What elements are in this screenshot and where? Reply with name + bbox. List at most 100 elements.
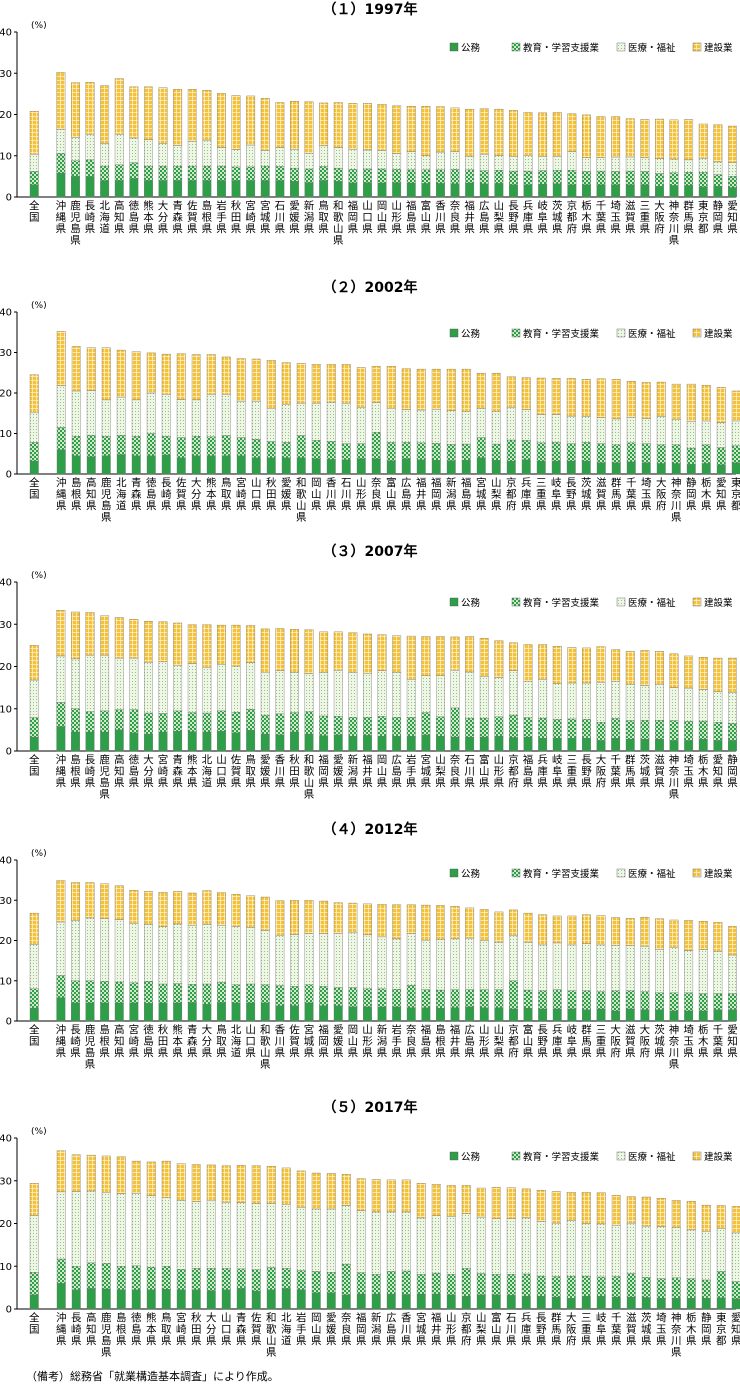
bar-segment xyxy=(479,638,489,677)
bar-segment xyxy=(611,945,621,991)
bar-segment xyxy=(684,920,694,951)
category-label: 徳島県 xyxy=(129,199,140,235)
bar-segment xyxy=(86,1262,96,1289)
bar-segment xyxy=(406,717,416,737)
bar-segment xyxy=(114,709,124,731)
bar-segment xyxy=(596,1008,606,1022)
bar-segment xyxy=(129,709,139,734)
bar-segment xyxy=(552,719,562,739)
bar-segment xyxy=(465,169,475,184)
bar-segment xyxy=(386,408,396,443)
bar-segment xyxy=(506,1295,516,1310)
bar-segment xyxy=(479,153,489,171)
bar-segment xyxy=(446,1294,456,1310)
bar-segment xyxy=(236,455,246,475)
bar-segment xyxy=(363,633,372,674)
bar-segment xyxy=(275,628,285,671)
legend-swatch xyxy=(511,1151,521,1161)
category-label: 静岡県 xyxy=(701,1311,712,1347)
bar-segment xyxy=(71,160,80,177)
bar-segment xyxy=(461,368,471,412)
bar-segment xyxy=(275,147,285,167)
bar-segment xyxy=(333,902,343,934)
bar-segment xyxy=(86,390,96,436)
bar-segment xyxy=(86,434,96,457)
bar-segment xyxy=(56,427,66,450)
category-label: 和歌山県 xyxy=(296,477,307,524)
bar-segment xyxy=(655,719,664,740)
bar-segment xyxy=(641,382,651,419)
legend-swatch xyxy=(511,42,521,52)
bar-segment xyxy=(231,95,241,150)
category-label: 愛媛県 xyxy=(333,753,344,789)
bar-segment xyxy=(206,436,216,456)
bar-segment xyxy=(101,1192,111,1264)
category-label: 大阪府 xyxy=(640,1023,651,1059)
bar-segment xyxy=(686,1298,696,1310)
chart-title: （４）2012年 xyxy=(323,821,418,838)
bar-segment xyxy=(436,736,445,752)
bar-segment xyxy=(446,444,456,461)
bar-segment xyxy=(56,655,66,703)
bar-segment xyxy=(684,740,694,752)
bar-segment xyxy=(371,1293,381,1310)
bar-segment xyxy=(479,717,489,738)
bar-segment xyxy=(326,1208,336,1273)
bar-segment xyxy=(371,1274,381,1295)
bar-segment xyxy=(406,678,416,718)
category-label: 宮城県 xyxy=(416,1311,427,1347)
bar-segment xyxy=(566,1220,576,1277)
bar-segment xyxy=(202,139,212,167)
bar-segment xyxy=(311,458,321,475)
bar-segment xyxy=(479,940,489,990)
category-label: 宮崎県 xyxy=(129,1023,140,1059)
category-label: 香川県 xyxy=(435,200,446,235)
legend-label: 公務 xyxy=(461,868,481,880)
bar-segment xyxy=(377,988,387,1008)
bar-segment xyxy=(236,437,246,456)
bar-segment xyxy=(731,1281,740,1299)
category-label: 奈良県 xyxy=(341,1311,352,1347)
bar-segment xyxy=(146,1195,156,1268)
legend-swatch xyxy=(449,42,459,52)
bar-segment xyxy=(146,392,156,434)
bar-segment xyxy=(656,1298,666,1310)
bar-segment xyxy=(71,1002,80,1022)
bar-segment xyxy=(596,915,606,946)
bar-segment xyxy=(29,412,39,443)
category-label: 鳥取県 xyxy=(216,1023,227,1059)
bar-segment xyxy=(319,900,329,934)
bar-segment xyxy=(684,159,694,173)
bar-segment xyxy=(671,1227,681,1278)
bar-segment xyxy=(671,419,681,446)
bar-segment xyxy=(356,1210,366,1273)
legend-swatch xyxy=(616,42,626,52)
bar-segment xyxy=(281,1288,291,1310)
bar-segment xyxy=(656,1198,666,1227)
bar-segment xyxy=(290,101,299,150)
y-axis-unit: (%) xyxy=(31,849,47,859)
bar-segment xyxy=(538,170,548,185)
bar-segment xyxy=(386,1179,396,1213)
bar-segment xyxy=(217,147,226,167)
bar-segment xyxy=(101,455,111,475)
bar-segment xyxy=(479,108,489,155)
bar-segment xyxy=(29,679,39,718)
y-tick-label: 20 xyxy=(0,936,12,947)
category-label: 東京都 xyxy=(716,1311,727,1347)
bar-segment xyxy=(101,1263,111,1290)
bar-segment xyxy=(392,1006,402,1022)
bar-segment xyxy=(450,636,460,671)
bar-segment xyxy=(231,166,241,181)
category-label: 山形県 xyxy=(494,754,505,789)
bar-segment xyxy=(536,414,546,443)
category-label: 石川県 xyxy=(506,1312,517,1347)
category-label: 東京都 xyxy=(731,476,740,512)
category-label: 奈良県 xyxy=(450,199,461,235)
category-label: 福井県 xyxy=(362,753,373,789)
category-label: 愛知県 xyxy=(716,476,727,512)
bar-segment xyxy=(596,116,606,158)
bar-segment xyxy=(552,738,562,752)
legend-label: 教育・学習支援業 xyxy=(523,1151,600,1163)
bar-segment xyxy=(29,1215,39,1273)
